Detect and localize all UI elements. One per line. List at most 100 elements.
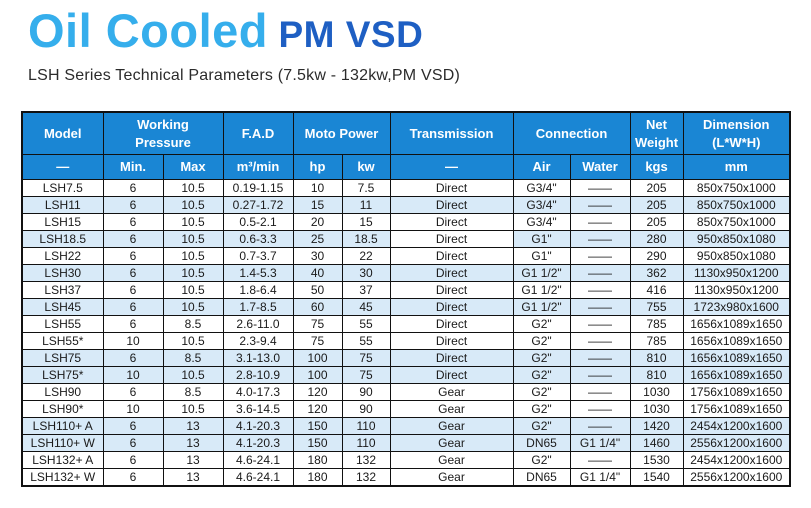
col-group-transmission: Transmission <box>389 111 514 156</box>
table-cell: 6 <box>102 213 164 232</box>
table-cell: 10.5 <box>162 366 224 385</box>
table-cell: 1420 <box>629 417 684 436</box>
table-cell: 8.5 <box>162 349 224 368</box>
table-cell: 25 <box>292 230 343 249</box>
table-cell: —— <box>569 247 631 266</box>
table-cell: 950x850x1080 <box>682 247 791 266</box>
table-cell: 1130x950x1200 <box>682 264 791 283</box>
table-cell: 0.5-2.1 <box>222 213 294 232</box>
table-cell: G1 1/4" <box>569 434 631 453</box>
table-cell: LSH22 <box>21 247 104 266</box>
col-unit-fad: m³/min <box>222 154 294 181</box>
table-cell: 850x750x1000 <box>682 196 791 215</box>
table-cell: —— <box>569 315 631 334</box>
table-cell: Direct <box>389 179 514 198</box>
col-unit-max: Max <box>162 154 224 181</box>
table-cell: 6 <box>102 281 164 300</box>
table-cell: 180 <box>292 468 343 487</box>
table-cell: 416 <box>629 281 684 300</box>
table-cell: 290 <box>629 247 684 266</box>
table-cell: 6 <box>102 298 164 317</box>
table-cell: Gear <box>389 434 514 453</box>
table-cell: 1530 <box>629 451 684 470</box>
table-cell: LSH18.5 <box>21 230 104 249</box>
table-cell: 40 <box>292 264 343 283</box>
technical-parameters-table: Model Working Pressure F.A.D Moto Power … <box>21 110 792 487</box>
table-cell: 4.1-20.3 <box>222 417 294 436</box>
table-cell: 180 <box>292 451 343 470</box>
table-body: LSH7.5 6 10.5 0.19-1.15 10 7.5 Direct G3/4" —— 20… <box>21 179 791 487</box>
table-cell: 7.5 <box>341 179 391 198</box>
table-cell: 120 <box>292 400 343 419</box>
page-title: Oil Cooled PM VSD <box>28 5 790 57</box>
table-row: LSH75* 10 10.5 2.8-10.9 100 75 Direct G2" —— 810 1… <box>21 366 791 385</box>
table-cell: Gear <box>389 383 514 402</box>
page-subtitle: LSH Series Technical Parameters (7.5kw -… <box>28 66 460 84</box>
table-row: LSH132+ A 6 13 4.6-24.1 180 132 Gear G2" —— 1530 2… <box>21 451 791 470</box>
table-cell: 11 <box>341 196 391 215</box>
table-cell: 0.6-3.3 <box>222 230 294 249</box>
table-header: Model Working Pressure F.A.D Moto Power … <box>21 111 791 181</box>
table-cell: Gear <box>389 468 514 487</box>
col-unit-water: Water <box>569 154 631 181</box>
table-cell: 18.5 <box>341 230 391 249</box>
table-cell: 950x850x1080 <box>682 230 791 249</box>
table-cell: G3/4" <box>512 179 571 198</box>
table-cell: 10.5 <box>162 264 224 283</box>
table-cell: 6 <box>102 383 164 402</box>
table-cell: 6 <box>102 264 164 283</box>
table-row: LSH90 6 8.5 4.0-17.3 120 90 Gear G2" —— 1030 1756x… <box>21 383 791 402</box>
table-cell: —— <box>569 281 631 300</box>
table-cell: 205 <box>629 196 684 215</box>
table-row: LSH22 6 10.5 0.7-3.7 30 22 Direct G1" —— 290 950x8… <box>21 247 791 266</box>
table-cell: LSH75 <box>21 349 104 368</box>
table-cell: 4.6-24.1 <box>222 468 294 487</box>
table-cell: G1 1/2" <box>512 281 571 300</box>
table-cell: LSH110+ W <box>21 434 104 453</box>
col-group-moto-power: Moto Power <box>292 111 391 156</box>
table-cell: 6 <box>102 417 164 436</box>
table-cell: —— <box>569 366 631 385</box>
table-cell: Direct <box>389 213 514 232</box>
col-unit-mm: mm <box>682 154 791 181</box>
table-row: LSH30 6 10.5 1.4-5.3 40 30 Direct G1 1/2" —— 362 1… <box>21 264 791 283</box>
table-cell: 6 <box>102 349 164 368</box>
table-cell: 205 <box>629 213 684 232</box>
table-cell: —— <box>569 298 631 317</box>
table-cell: LSH7.5 <box>21 179 104 198</box>
table-cell: 13 <box>162 468 224 487</box>
table-cell: 6 <box>102 434 164 453</box>
table-cell: LSH37 <box>21 281 104 300</box>
table-cell: 785 <box>629 315 684 334</box>
table-cell: 30 <box>292 247 343 266</box>
table-cell: 132 <box>341 468 391 487</box>
table-cell: 132 <box>341 451 391 470</box>
table-cell: G1" <box>512 230 571 249</box>
table-cell: 10.5 <box>162 281 224 300</box>
table-cell: 90 <box>341 383 391 402</box>
table-row: LSH110+ W 6 13 4.1-20.3 150 110 Gear DN65 G1 1/4… <box>21 434 791 453</box>
table-cell: 10.5 <box>162 230 224 249</box>
table-cell: Direct <box>389 366 514 385</box>
table-cell: 90 <box>341 400 391 419</box>
table-cell: 1540 <box>629 468 684 487</box>
table-cell: 75 <box>292 332 343 351</box>
table-cell: 100 <box>292 366 343 385</box>
col-group-net-weight: Net Weight <box>629 111 684 156</box>
table-cell: 2556x1200x1600 <box>682 468 791 487</box>
table-cell: 20 <box>292 213 343 232</box>
col-unit-air: Air <box>512 154 571 181</box>
table-row: LSH55 6 8.5 2.6-11.0 75 55 Direct G2" —— 785 1656x… <box>21 315 791 334</box>
table-cell: LSH55* <box>21 332 104 351</box>
table-cell: 4.6-24.1 <box>222 451 294 470</box>
table-row: LSH11 6 10.5 0.27-1.72 15 11 Direct G3/4" —— 205 8… <box>21 196 791 215</box>
table-cell: 1030 <box>629 400 684 419</box>
col-group-fad: F.A.D <box>222 111 294 156</box>
table-cell: 10 <box>102 332 164 351</box>
table-cell: 55 <box>341 332 391 351</box>
table-cell: G2" <box>512 366 571 385</box>
table-cell: 13 <box>162 417 224 436</box>
table-cell: 4.1-20.3 <box>222 434 294 453</box>
table-cell: Direct <box>389 315 514 334</box>
